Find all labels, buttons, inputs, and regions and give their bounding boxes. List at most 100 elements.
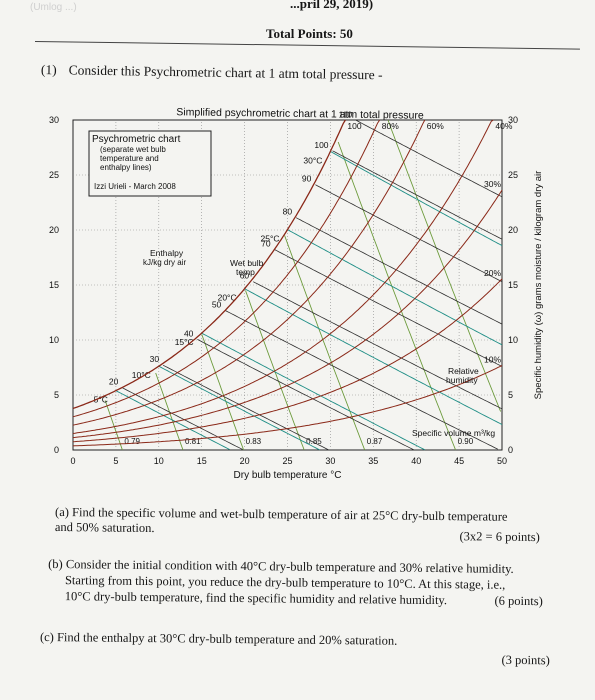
y-tick-label-left: 15 bbox=[49, 280, 59, 290]
header-date: ...pril 29, 2019) bbox=[290, 0, 374, 11]
enthalpy-label: 60 bbox=[240, 271, 250, 281]
specific-volume-label: 0.90 bbox=[458, 437, 474, 446]
specific-volume-line bbox=[201, 334, 245, 451]
specific-volume-line bbox=[104, 400, 123, 451]
enthalpy-label: 100 bbox=[314, 140, 328, 150]
enthalpy-line bbox=[315, 184, 503, 282]
legend-line: temperature and bbox=[100, 154, 159, 163]
y-tick-label-left: 25 bbox=[49, 170, 59, 180]
x-tick-label: 35 bbox=[368, 456, 378, 466]
enthalpy-line bbox=[295, 217, 503, 325]
y-tick-label-right: 5 bbox=[508, 390, 513, 400]
x-tick-label: 20 bbox=[240, 456, 250, 466]
specific-volume-annotation: Specific volume m³/kg bbox=[412, 428, 495, 438]
y-tick-label-left: 0 bbox=[54, 445, 59, 455]
specific-volume-line bbox=[284, 235, 366, 451]
wet-bulb-line bbox=[330, 151, 503, 246]
wet-bulb-annotation: temp bbox=[236, 267, 255, 277]
chart-title: Simplified psychrometric chart at 1 atm … bbox=[176, 106, 424, 121]
question-c: (c) Find the enthalpy at 30°C dry-bulb t… bbox=[39, 630, 550, 667]
y-tick-label-right: 0 bbox=[508, 445, 513, 455]
specific-volume-label: 0.87 bbox=[367, 437, 383, 446]
enthalpy-line bbox=[197, 339, 415, 451]
question-b: (b) Consider the initial condition with … bbox=[48, 556, 543, 609]
relative-humidity-curve bbox=[72, 119, 426, 426]
y-tick-label-right: 25 bbox=[508, 170, 518, 180]
wet-bulb-label: 20°C bbox=[218, 293, 237, 303]
y-tick-label-right: 10 bbox=[508, 335, 518, 345]
question-a-points: (3x2 = 6 points) bbox=[459, 529, 540, 545]
y-tick-label-right: 20 bbox=[508, 225, 518, 235]
enthalpy-line bbox=[355, 119, 503, 198]
relative-humidity-label: 40% bbox=[495, 121, 512, 131]
x-tick-label: 0 bbox=[70, 456, 75, 466]
relative-humidity-label: 60% bbox=[427, 121, 444, 131]
specific-volume-label: 0.81 bbox=[185, 437, 201, 446]
wet-bulb-label: 25°C bbox=[261, 234, 280, 244]
psychrometric-chart: Simplified psychrometric chart at 1 atm … bbox=[49, 106, 544, 481]
x-tick-label: 50 bbox=[497, 456, 507, 466]
specific-volume-line bbox=[387, 119, 502, 412]
wet-bulb-annotation: Wet bulb bbox=[230, 258, 264, 268]
relative-humidity-label: 30% bbox=[484, 179, 501, 189]
y-tick-label-left: 5 bbox=[54, 390, 59, 400]
wet-bulb-line bbox=[201, 332, 426, 451]
specific-volume-line bbox=[337, 141, 457, 451]
enthalpy-label: 90 bbox=[302, 174, 312, 184]
question-a: (a) Find the specific volume and wet-bul… bbox=[55, 505, 540, 544]
enthalpy-label: 80 bbox=[283, 207, 293, 217]
relative-humidity-curve bbox=[72, 119, 494, 434]
specific-volume-line bbox=[155, 372, 184, 451]
enthalpy-line bbox=[332, 150, 503, 240]
question-b-points: (6 points) bbox=[494, 593, 543, 609]
y-axis-label: Specific humidity (ω) grams moisture / k… bbox=[533, 171, 544, 400]
wet-bulb-label: 30°C bbox=[303, 155, 322, 165]
enthalpy-label: 70 bbox=[261, 239, 271, 249]
specific-volume-line bbox=[245, 290, 305, 451]
x-tick-label: 45 bbox=[454, 456, 464, 466]
enthalpy-line bbox=[122, 387, 243, 450]
relative-humidity-annotation: Relative bbox=[448, 366, 479, 376]
relative-humidity-curve bbox=[72, 119, 381, 418]
relative-humidity-curve bbox=[72, 189, 503, 439]
x-tick-label: 40 bbox=[411, 456, 421, 466]
x-tick-label: 30 bbox=[325, 456, 335, 466]
legend-line: enthalpy lines) bbox=[100, 163, 152, 172]
legend-box bbox=[88, 130, 212, 197]
relative-humidity-annotation: humidity bbox=[446, 375, 478, 385]
y-tick-label-right: 15 bbox=[508, 280, 518, 290]
enthalpy-line bbox=[253, 281, 503, 410]
relative-humidity-curve bbox=[72, 278, 503, 443]
y-tick-label-right: 30 bbox=[508, 115, 518, 125]
legend-title: Psychrometric chart bbox=[92, 134, 181, 145]
x-tick-label: 10 bbox=[154, 456, 164, 466]
enthalpy-label: 110 bbox=[339, 109, 353, 119]
wet-bulb-label: 15°C bbox=[175, 337, 194, 347]
total-points: Total Points: 50 bbox=[266, 26, 353, 41]
specific-volume-label: 0.79 bbox=[124, 437, 140, 446]
enthalpy-annotation: Enthalpy bbox=[150, 248, 184, 258]
enthalpy-label: 20 bbox=[109, 377, 119, 387]
wet-bulb-label: 10°C bbox=[132, 370, 151, 380]
enthalpy-label: 40 bbox=[184, 328, 194, 338]
x-tick-label: 25 bbox=[282, 456, 292, 466]
wet-bulb-line bbox=[115, 390, 230, 450]
y-tick-label-left: 20 bbox=[49, 225, 59, 235]
enthalpy-annotation: kJ/kg dry air bbox=[143, 258, 186, 267]
x-tick-label: 5 bbox=[113, 456, 118, 466]
specific-volume-label: 0.83 bbox=[246, 437, 262, 446]
wet-bulb-line bbox=[287, 229, 503, 346]
wet-bulb-line bbox=[244, 288, 503, 425]
y-tick-label-left: 30 bbox=[49, 115, 59, 125]
wet-bulb-label: 5°C bbox=[94, 395, 108, 405]
y-tick-label-left: 10 bbox=[49, 335, 59, 345]
x-tick-label: 15 bbox=[197, 456, 207, 466]
question-c-line-1: (c) Find the enthalpy at 30°C dry-bulb t… bbox=[39, 630, 398, 648]
enthalpy-line bbox=[162, 364, 329, 451]
x-axis-label: Dry bulb temperature °C bbox=[234, 470, 342, 481]
relative-humidity-label: 10% bbox=[484, 355, 501, 365]
specific-volume-label: 0.85 bbox=[306, 437, 322, 446]
faint-header-text: (Umlog ...) bbox=[30, 2, 77, 13]
enthalpy-label: 50 bbox=[212, 299, 222, 309]
wet-bulb-line bbox=[158, 365, 320, 451]
